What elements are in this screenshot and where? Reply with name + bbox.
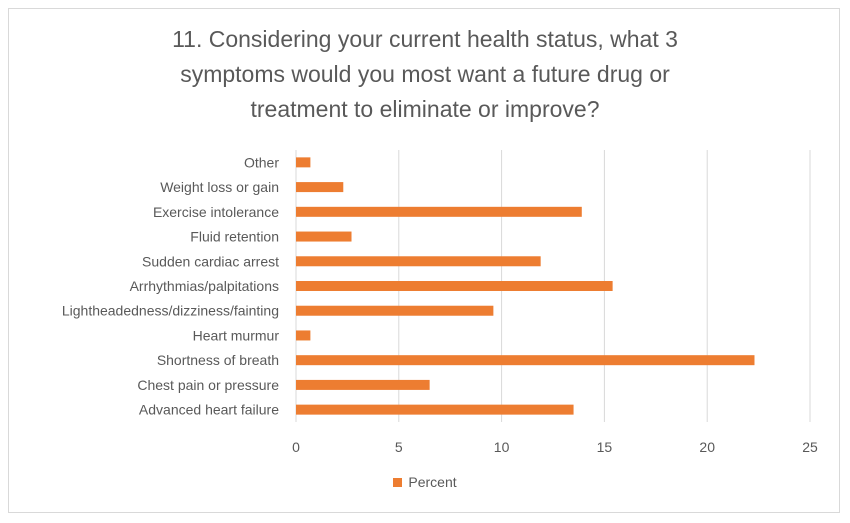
category-label-weight-loss-or-gain: Weight loss or gain <box>160 179 279 195</box>
bar-lightheadedness-dizziness-fainting <box>296 305 494 316</box>
category-label-shortness-of-breath: Shortness of breath <box>157 352 279 368</box>
category-label-advanced-heart-failure: Advanced heart failure <box>139 402 279 418</box>
legend-swatch-percent <box>393 477 403 487</box>
category-label-other: Other <box>244 154 279 170</box>
chart-title-line-1: 11. Considering your current health stat… <box>172 26 678 52</box>
bar-heart-murmur <box>296 330 311 341</box>
x-tick-label-25: 25 <box>802 439 818 455</box>
category-label-arrhythmias-palpitations: Arrhythmias/palpitations <box>130 278 279 294</box>
bar-advanced-heart-failure <box>296 404 574 415</box>
x-tick-label-10: 10 <box>494 439 510 455</box>
bar-fluid-retention <box>296 231 352 242</box>
bar-sudden-cardiac-arrest <box>296 256 541 267</box>
category-label-heart-murmur: Heart murmur <box>193 327 280 343</box>
category-label-exercise-intolerance: Exercise intolerance <box>153 204 279 220</box>
category-label-chest-pain-or-pressure: Chest pain or pressure <box>137 377 279 393</box>
bar-shortness-of-breath <box>296 355 755 366</box>
bar-exercise-intolerance <box>296 206 582 217</box>
category-label-fluid-retention: Fluid retention <box>190 229 279 245</box>
bar-other <box>296 157 311 168</box>
chart-title: 11. Considering your current health stat… <box>0 22 850 127</box>
x-tick-label-15: 15 <box>597 439 613 455</box>
bar-weight-loss-or-gain <box>296 182 344 193</box>
bar-chest-pain-or-pressure <box>296 379 430 390</box>
x-tick-label-20: 20 <box>699 439 715 455</box>
bar-arrhythmias-palpitations <box>296 281 613 291</box>
chart-title-line-2: symptoms would you most want a future dr… <box>180 61 670 87</box>
category-label-lightheadedness-dizziness-fainting: Lightheadedness/dizziness/fainting <box>62 303 279 319</box>
x-tick-label-0: 0 <box>292 439 300 455</box>
chart-title-line-3: treatment to eliminate or improve? <box>250 96 600 122</box>
legend-label-percent: Percent <box>408 474 457 490</box>
x-tick-label-5: 5 <box>395 439 403 455</box>
chart-legend: Percent <box>0 474 850 490</box>
category-label-sudden-cardiac-arrest: Sudden cardiac arrest <box>142 253 279 269</box>
